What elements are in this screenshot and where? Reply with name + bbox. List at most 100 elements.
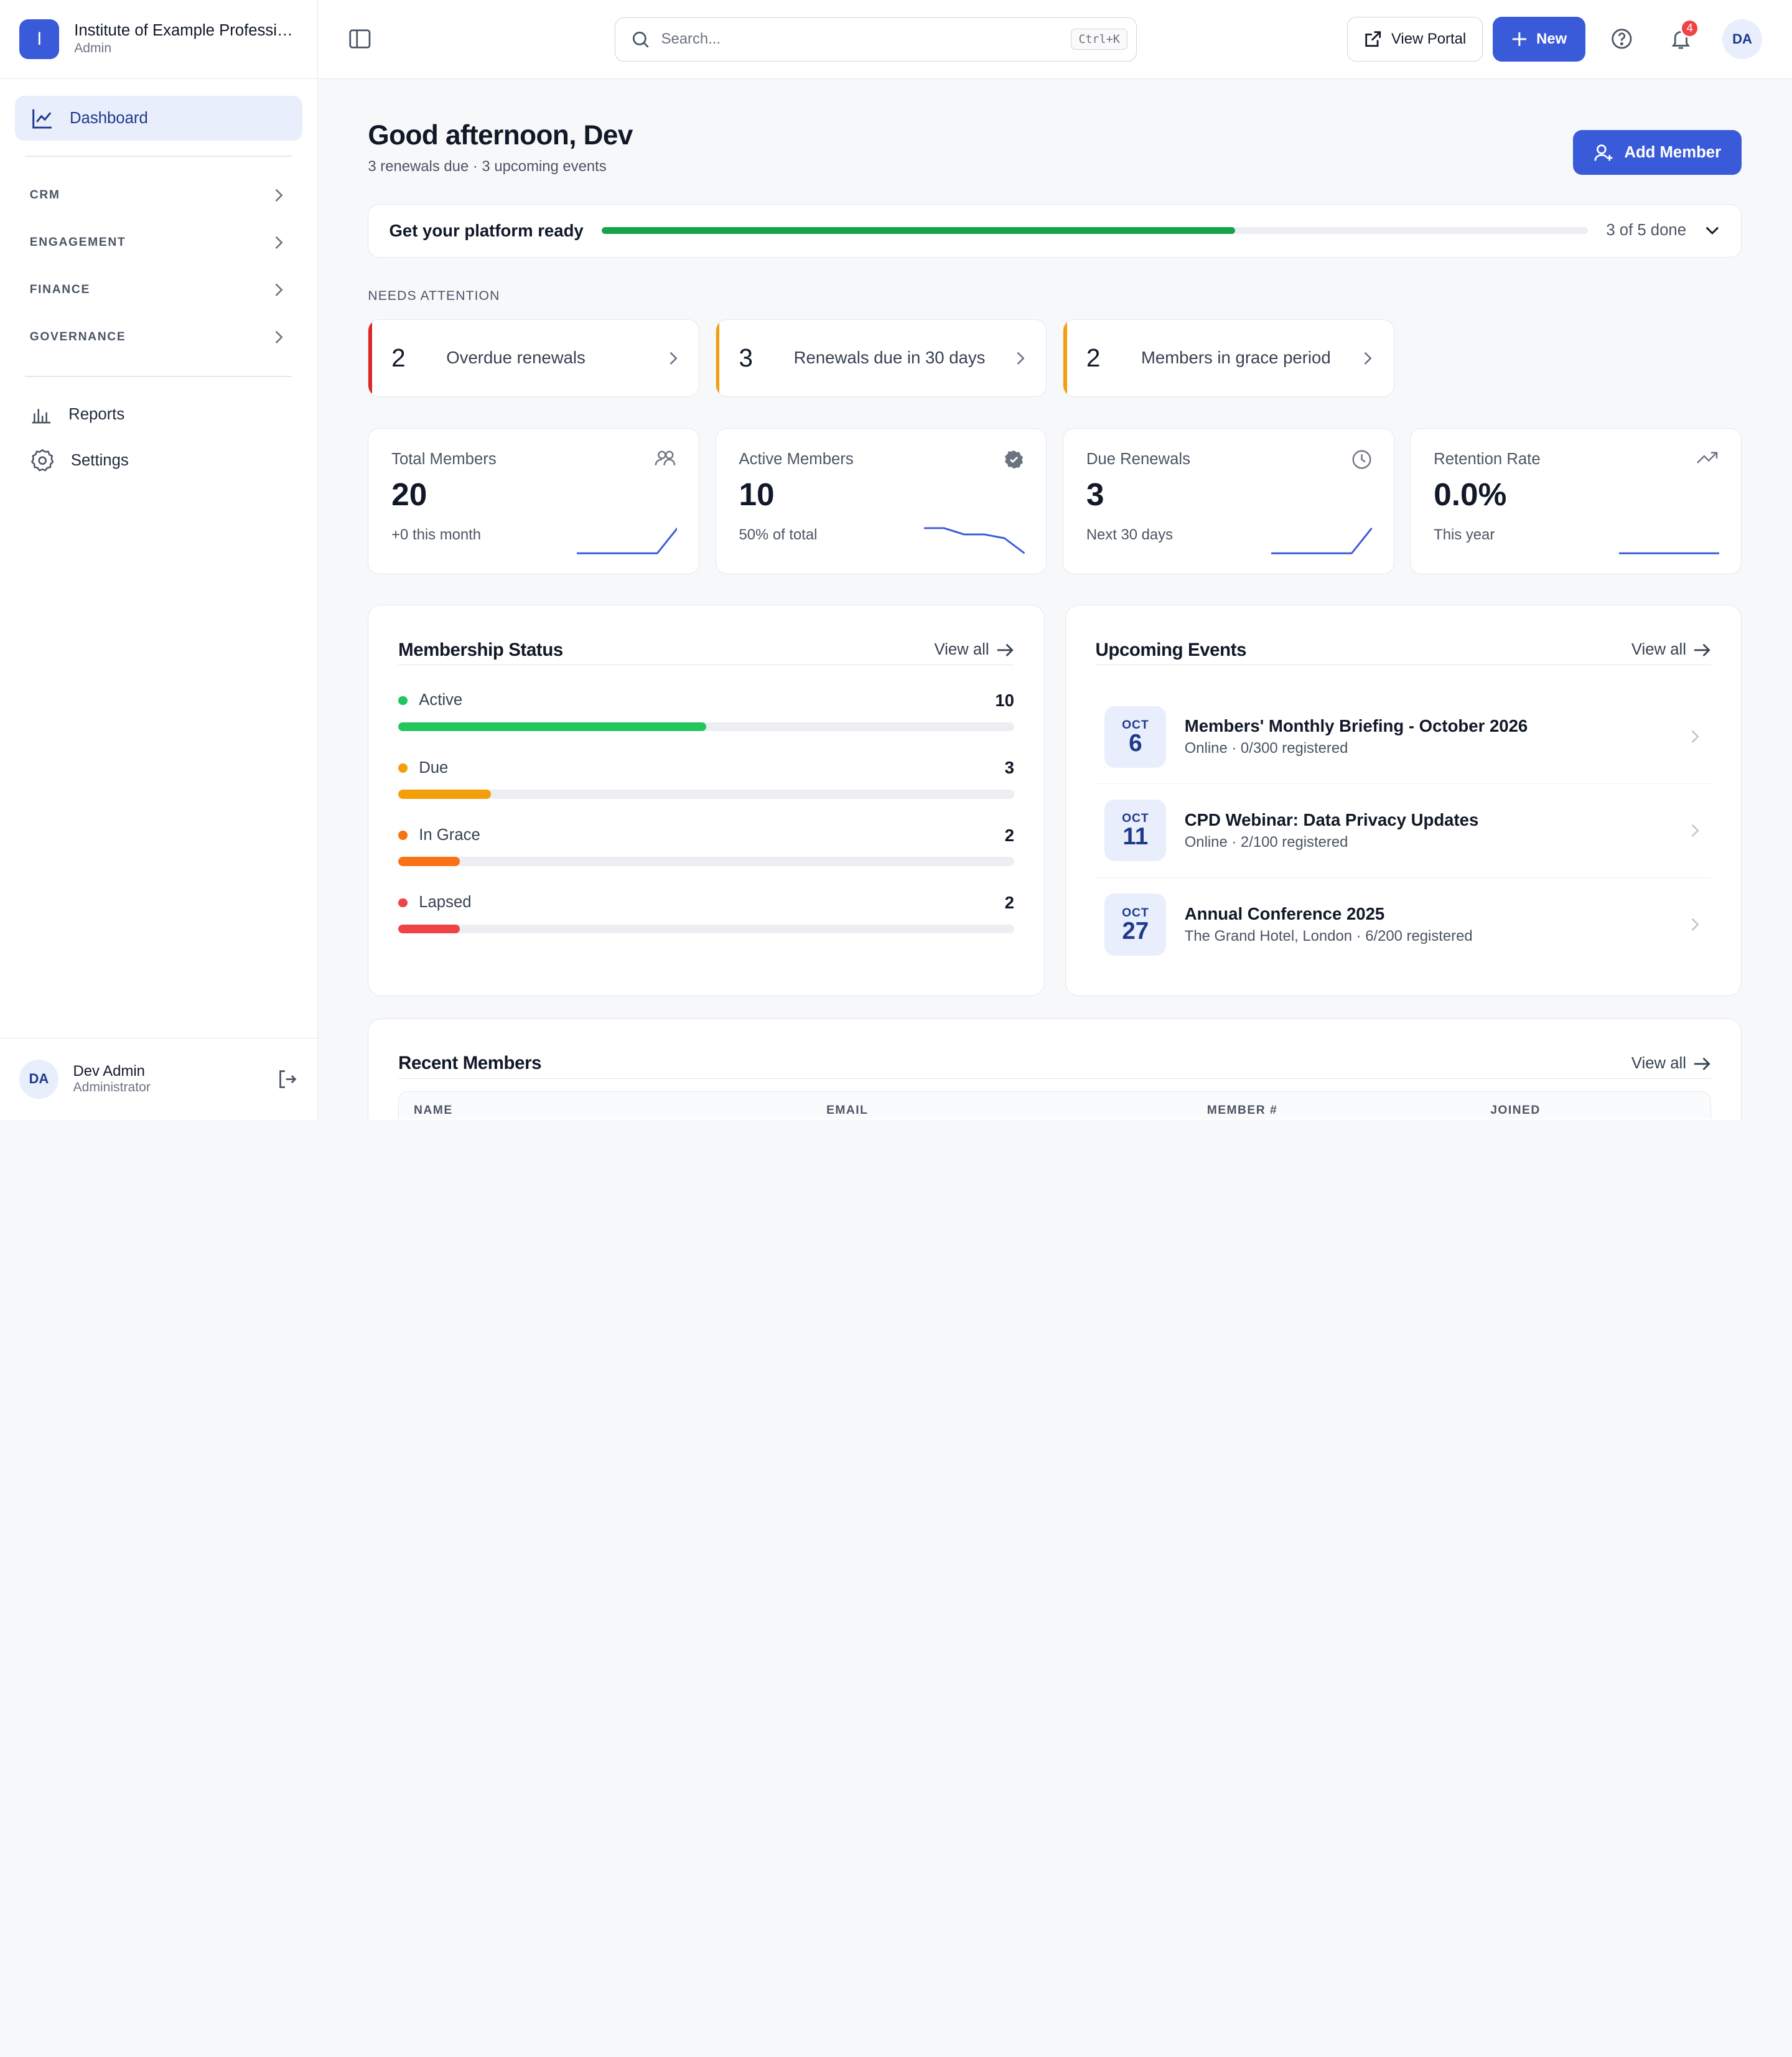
event-month: OCT: [1122, 812, 1149, 826]
chevron-right-icon: [1691, 730, 1699, 744]
event-title: Members' Monthly Briefing - October 2026: [1184, 716, 1528, 736]
setup-progress-bar: [602, 227, 1588, 235]
stat-card[interactable]: Due Renewals 3 Next 30 days: [1063, 427, 1394, 574]
notification-badge: 4: [1679, 18, 1700, 39]
sidebar-group-label: FINANCE: [29, 283, 90, 297]
bar-chart-icon: [32, 409, 50, 424]
event-date: OCT 11: [1104, 800, 1167, 862]
status-bar: [398, 790, 1014, 799]
sparkline: [1618, 552, 1720, 554]
upcoming-events-panel: Upcoming Events View all OCT 6 Members' Mo…: [1065, 605, 1742, 996]
setup-checklist[interactable]: Get your platform ready 3 of 5 done: [368, 203, 1742, 258]
status-label: In Grace: [419, 826, 480, 844]
add-member-button[interactable]: Add Member: [1572, 130, 1742, 175]
logout-icon[interactable]: [277, 1069, 297, 1089]
search-input[interactable]: Search... Ctrl+K: [615, 17, 1137, 62]
event-title: Annual Conference 2025: [1184, 904, 1385, 924]
verified-badge-icon: [1005, 450, 1024, 469]
stat-card[interactable]: Active Members 10 50% of total: [715, 427, 1047, 574]
sidebar-item-label: Settings: [70, 451, 129, 469]
sidebar-item-dashboard[interactable]: Dashboard: [14, 96, 302, 141]
stat-label: Due Renewals: [1086, 450, 1190, 468]
stat-subtext: +0 this month: [391, 526, 482, 543]
chevron-right-icon: [275, 283, 283, 297]
chevron-right-icon: [1017, 352, 1025, 365]
new-button[interactable]: New: [1493, 17, 1585, 62]
view-portal-button[interactable]: View Portal: [1347, 17, 1483, 62]
event-details: Online · 0/300 registered: [1184, 739, 1348, 757]
event-date: OCT 27: [1104, 893, 1167, 956]
attention-count: 2: [391, 343, 406, 373]
event-item[interactable]: OCT 11 CPD Webinar: Data Privacy Updates On…: [1095, 784, 1712, 878]
avatar[interactable]: DA: [19, 1060, 58, 1099]
sparkline: [1271, 527, 1372, 554]
view-all-link[interactable]: View all: [1631, 641, 1712, 659]
attention-count: 3: [739, 343, 753, 373]
attention-text: Members in grace period: [1141, 348, 1331, 368]
status-row: Lapsed 2: [398, 892, 1014, 934]
attention-text: Renewals due in 30 days: [793, 348, 986, 368]
column-header-joined[interactable]: JOINED: [1490, 1104, 1541, 1117]
users-icon: [655, 450, 676, 465]
event-item[interactable]: OCT 6 Members' Monthly Briefing - October …: [1095, 690, 1712, 784]
status-bar-fill: [398, 722, 707, 732]
sidebar-item-settings[interactable]: Settings: [15, 437, 302, 483]
avatar[interactable]: DA: [1722, 19, 1763, 59]
stat-value: 3: [1086, 475, 1104, 512]
divider: [25, 376, 292, 378]
sidebar-group-label: CRM: [29, 188, 60, 202]
user-plus-icon: [1594, 144, 1613, 161]
chevron-right-icon: [1691, 918, 1699, 931]
org-role: Admin: [74, 41, 112, 56]
status-list: Active 10 Due 3 In Grace 2 Lapsed 2: [398, 689, 1014, 934]
sidebar-toggle-icon[interactable]: [348, 29, 371, 49]
event-day: 11: [1122, 823, 1149, 851]
membership-status-panel: Membership Status View all Active 10 Due 3 I…: [368, 605, 1045, 996]
view-all-link[interactable]: View all: [934, 641, 1014, 659]
help-button[interactable]: [1599, 16, 1645, 62]
attention-card[interactable]: 2 Members in grace period: [1063, 319, 1394, 398]
status-count: 3: [1004, 758, 1014, 778]
search-shortcut: Ctrl+K: [1071, 29, 1127, 50]
user-role: Administrator: [73, 1080, 151, 1095]
notifications-button[interactable]: 4: [1658, 16, 1704, 62]
org-switcher[interactable]: I Institute of Example Professionals Adm…: [0, 0, 317, 79]
chart-line-icon: [32, 109, 52, 129]
chevron-down-icon[interactable]: [1704, 225, 1720, 236]
column-header-email[interactable]: EMAIL: [826, 1104, 869, 1117]
view-all-label: View all: [1631, 1054, 1686, 1072]
event-month: OCT: [1122, 718, 1149, 732]
sidebar-group-engagement[interactable]: ENGAGEMENT: [15, 219, 302, 266]
chevron-right-icon: [275, 331, 283, 344]
dashboard-content: Good afternoon, Dev 3 renewals due · 3 u…: [318, 79, 1792, 1120]
stat-subtext: This year: [1434, 526, 1495, 543]
sidebar-item-reports[interactable]: Reports: [15, 392, 302, 437]
sidebar-group-crm[interactable]: CRM: [15, 171, 302, 218]
chevron-right-icon: [275, 236, 283, 249]
event-list: OCT 6 Members' Monthly Briefing - October …: [1095, 690, 1712, 972]
status-dot: [398, 763, 408, 773]
page-title: Good afternoon, Dev: [368, 119, 633, 151]
column-header-member-number[interactable]: MEMBER #: [1206, 1104, 1278, 1117]
panel-title: Upcoming Events: [1095, 639, 1247, 660]
sidebar-group-finance[interactable]: FINANCE: [15, 266, 302, 314]
event-item[interactable]: OCT 27 Annual Conference 2025 The Grand Hot…: [1096, 878, 1712, 972]
attention-card[interactable]: 2 Overdue renewals: [368, 319, 700, 398]
needs-attention-label: NEEDS ATTENTION: [368, 288, 500, 303]
attention-text: Overdue renewals: [446, 348, 586, 368]
stat-label: Retention Rate: [1434, 450, 1541, 468]
status-row: In Grace 2: [398, 824, 1014, 867]
status-row: Due 3: [398, 757, 1014, 799]
gear-icon: [30, 449, 54, 472]
sidebar-group-governance[interactable]: GOVERNANCE: [15, 314, 302, 361]
stat-card[interactable]: Retention Rate 0.0% This year: [1410, 427, 1742, 574]
column-header-name[interactable]: NAME: [414, 1104, 453, 1117]
status-bar-fill: [398, 857, 460, 867]
view-all-link[interactable]: View all: [1631, 1055, 1712, 1073]
status-label: Due: [419, 758, 449, 777]
stat-card[interactable]: Total Members 20 +0 this month: [368, 427, 700, 574]
search-icon: [632, 31, 649, 48]
view-all-label: View all: [934, 641, 989, 659]
attention-card[interactable]: 3 Renewals due in 30 days: [715, 319, 1047, 398]
clock-icon: [1352, 450, 1371, 469]
